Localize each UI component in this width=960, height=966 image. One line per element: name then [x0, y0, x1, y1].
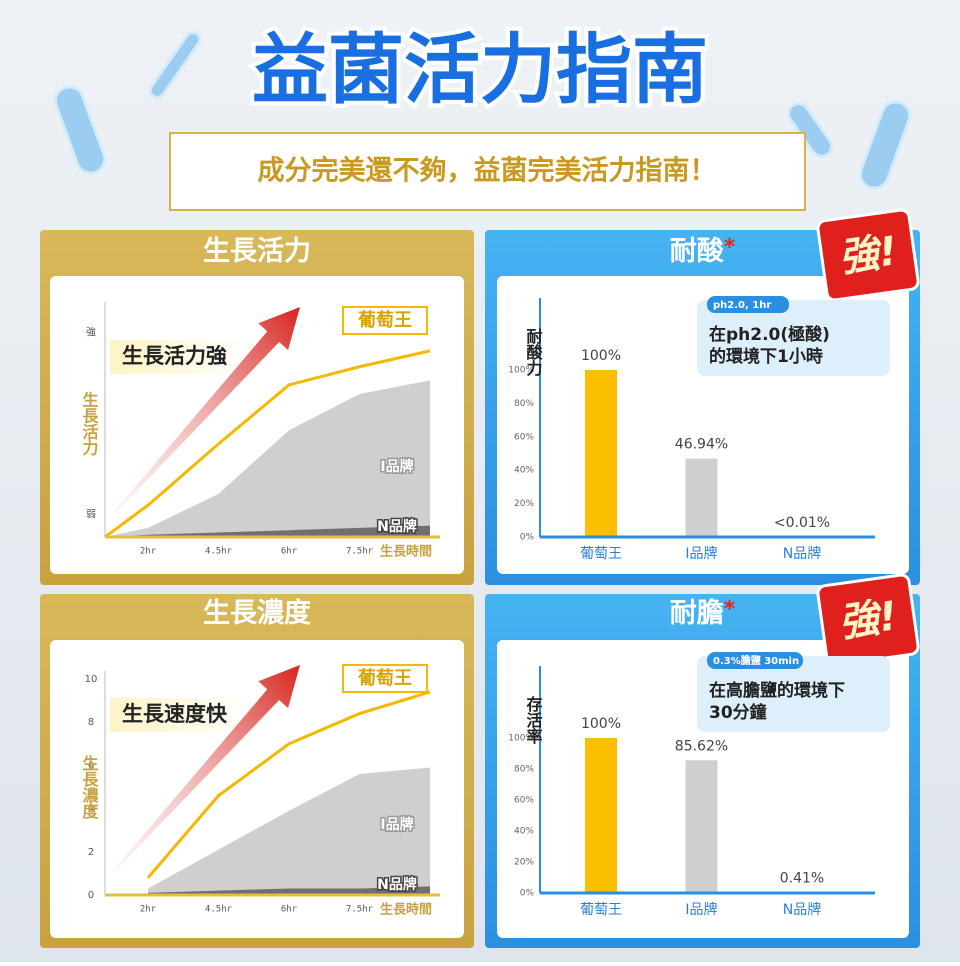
panel-title-text: 耐酸 [670, 236, 725, 267]
y-axis-title: 生長活力 [80, 391, 99, 457]
badge: 強! [817, 574, 919, 666]
y-tick-label: 0% [520, 889, 535, 899]
y-tick-label: 80% [514, 399, 534, 409]
series-label: I品牌 [380, 458, 413, 475]
y-tick-label: 20% [514, 858, 534, 868]
x-tick-label: 7.5hr [346, 547, 374, 557]
x-tick-label: 2hr [140, 905, 157, 915]
panel-title: 生長濃度 [203, 597, 311, 629]
x-tick-label: 4.5hr [205, 905, 233, 915]
note-text: 的環境下1小時 [709, 346, 823, 367]
x-tick-label: 6hr [281, 547, 298, 557]
note-tag: 0.3%膽鹽 30min [713, 654, 799, 667]
y-tick-label: 10 [85, 674, 98, 685]
y-tick-label: 0% [520, 533, 535, 543]
note-text: 30分鐘 [709, 702, 767, 723]
y-tick-label: 80% [514, 765, 534, 775]
note-tag: ph2.0, 1hr [713, 300, 771, 311]
subtitle: 成分完美還不夠，益菌完美活力指南！ [258, 155, 717, 187]
y-axis-title: 生長濃度 [80, 754, 99, 820]
annotation: 生長速度快 [122, 702, 228, 726]
y-tick-label: 強 [86, 326, 96, 339]
series-label: N品牌 [377, 876, 417, 893]
note-text: 在ph2.0(極酸) [709, 324, 830, 345]
x-tick-label: N品牌 [783, 545, 821, 562]
x-axis-title: 生長時間 [380, 544, 432, 560]
value-label: 100% [581, 716, 621, 732]
bar [585, 370, 617, 537]
y-tick-label: 8 [88, 717, 94, 728]
y-axis-title: 存活率 [524, 695, 543, 745]
y-tick-label: 2 [88, 847, 94, 858]
bar [585, 738, 617, 893]
annotation: 生長活力強 [122, 344, 227, 368]
x-tick-label: 4.5hr [205, 547, 233, 557]
x-tick-label: N品牌 [783, 901, 821, 918]
value-label: 85.62% [675, 738, 728, 754]
x-tick-label: 葡萄王 [580, 902, 622, 918]
bar [686, 459, 718, 537]
value-label: <0.01% [774, 515, 830, 531]
badge-text: 強! [836, 593, 900, 647]
series-label: I品牌 [380, 816, 413, 833]
value-label: 0.41% [780, 870, 824, 886]
badge: 強! [817, 209, 919, 301]
panel-title-text: 耐膽 [670, 597, 724, 629]
badge-text: 強! [836, 228, 900, 282]
panel-title: 生長活力 [203, 236, 311, 267]
x-tick-label: 6hr [281, 905, 298, 915]
title-mark: * [724, 597, 736, 622]
y-tick-label: 40% [514, 466, 534, 476]
x-tick-label: I品牌 [685, 901, 717, 918]
value-label: 46.94% [675, 437, 728, 453]
panel-title-text: 生長活力 [203, 236, 311, 267]
y-tick-label: 弱 [86, 508, 96, 520]
x-tick-label: I品牌 [685, 545, 717, 562]
y-tick-label: 20% [514, 499, 534, 509]
x-axis-title: 生長時間 [380, 902, 432, 918]
x-tick-label: 2hr [140, 547, 157, 557]
y-tick-label: 40% [514, 827, 534, 837]
legend-label: 葡萄王 [357, 667, 412, 689]
y-tick-label: 60% [514, 432, 534, 442]
note-text: 在高膽鹽的環境下 [709, 680, 845, 701]
legend-label: 葡萄王 [357, 309, 412, 331]
title-mark: * [724, 235, 736, 260]
bar [686, 760, 718, 893]
y-tick-label: 60% [514, 796, 534, 806]
page-title: 益菌活力指南 [252, 25, 708, 114]
x-tick-label: 7.5hr [346, 905, 374, 915]
value-label: 100% [581, 348, 621, 364]
y-axis-title: 耐酸力 [524, 327, 543, 377]
panel-title-text: 生長濃度 [203, 597, 311, 629]
y-tick-label: 0 [88, 890, 94, 901]
x-tick-label: 葡萄王 [580, 546, 622, 562]
series-label: N品牌 [377, 518, 417, 535]
